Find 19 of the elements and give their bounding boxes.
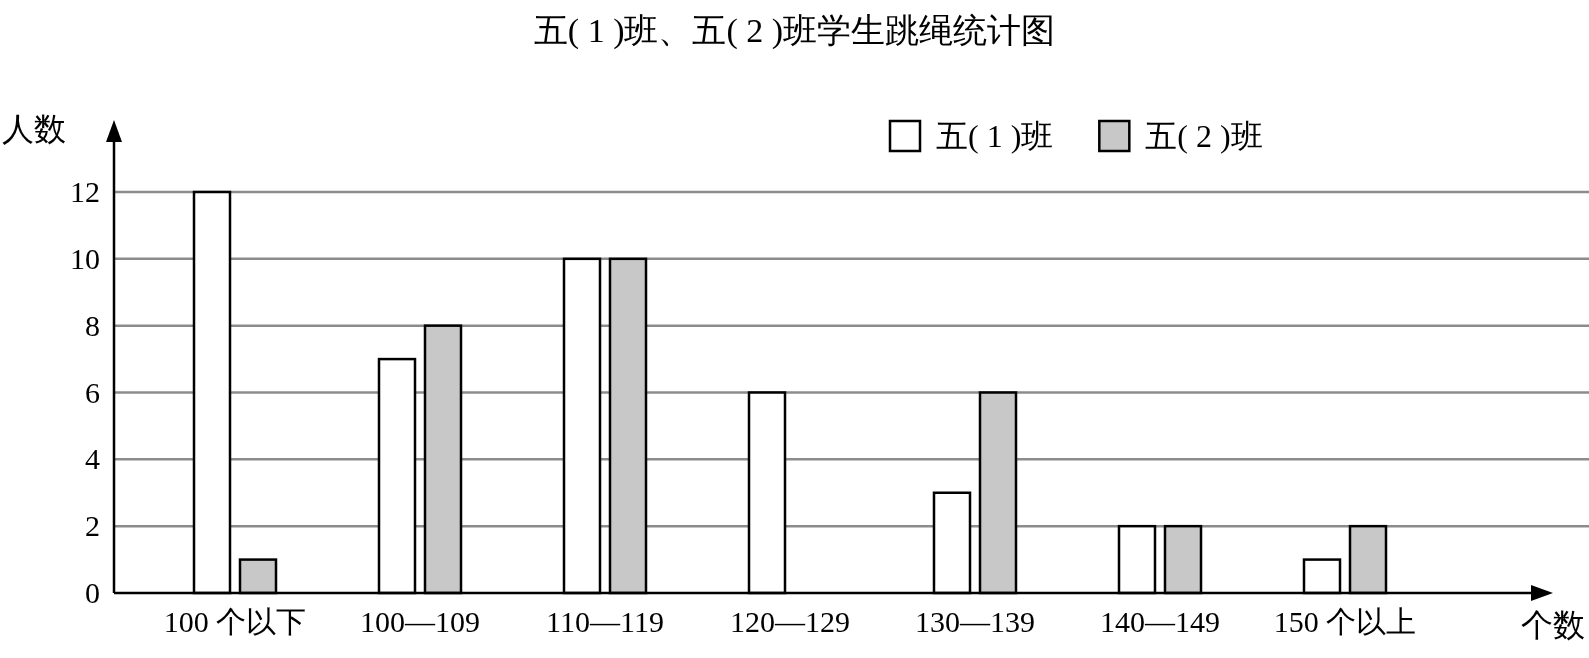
x-tick-label: 140—149 bbox=[1100, 605, 1220, 638]
x-tick-label: 120—129 bbox=[730, 605, 850, 638]
legend-label: 五( 2 )班 bbox=[1145, 118, 1263, 154]
x-tick-label: 100 个以下 bbox=[163, 605, 307, 638]
y-axis-title: 人数 bbox=[2, 111, 66, 147]
x-tick-label: 150 个以上 bbox=[1273, 605, 1417, 638]
y-tick-label: 6 bbox=[85, 375, 100, 409]
x-tick-label: 130—139 bbox=[915, 605, 1035, 638]
y-tick-label: 4 bbox=[85, 442, 100, 476]
x-axis-title: 个数 bbox=[1521, 607, 1585, 643]
y-tick-label: 12 bbox=[70, 175, 100, 208]
x-tick-label: 100—109 bbox=[360, 605, 480, 638]
title: 五( 1 )班、五( 2 )班学生跳绳统计图 bbox=[533, 12, 1056, 49]
y-tick-label: 10 bbox=[70, 241, 100, 275]
x-tick-label: 110—119 bbox=[546, 605, 664, 638]
legend-label: 五( 1 )班 bbox=[936, 118, 1054, 154]
y-tick-label: 8 bbox=[85, 308, 100, 342]
y-tick-label: 0 bbox=[85, 576, 100, 609]
y-tick-label: 2 bbox=[85, 509, 100, 543]
